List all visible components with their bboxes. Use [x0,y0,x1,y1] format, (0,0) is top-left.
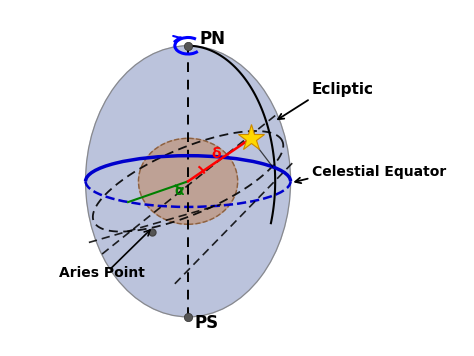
Text: PS: PS [195,314,219,333]
Text: Celestial Equator: Celestial Equator [312,165,447,179]
Text: Aries Point: Aries Point [59,266,145,280]
Text: Ecliptic: Ecliptic [312,82,374,97]
Text: PN: PN [200,30,226,48]
Ellipse shape [138,138,237,224]
Ellipse shape [86,46,291,317]
Text: δ: δ [211,147,221,161]
Text: α: α [175,184,184,198]
